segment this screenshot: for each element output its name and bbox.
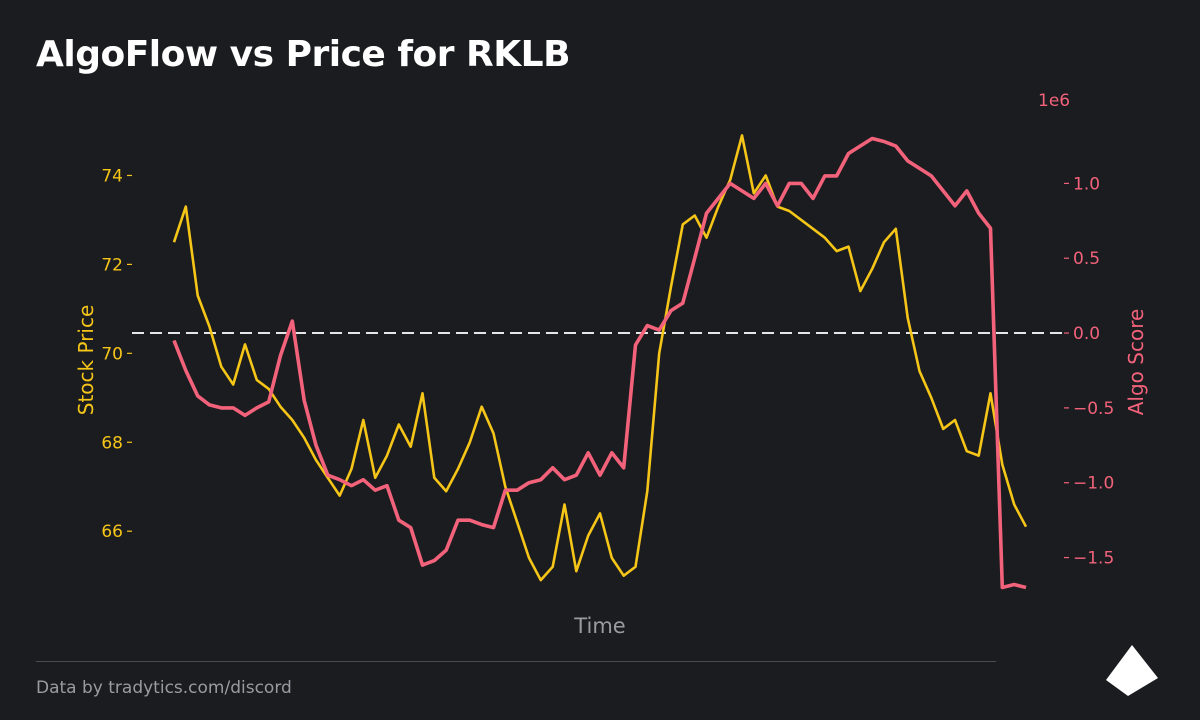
tradytics-logo-icon — [1106, 645, 1158, 696]
algo-score-series-line — [172, 136, 1027, 590]
left-axis-tick-label: 72 — [101, 255, 123, 275]
x-axis-label: Time — [573, 614, 625, 638]
left-axis-tick-label: 74 — [101, 166, 123, 186]
chart-title: AlgoFlow vs Price for RKLB — [36, 34, 571, 75]
right-axis-tick-label: −1.5 — [1073, 549, 1114, 569]
left-axis-label: Stock Price — [74, 305, 98, 416]
footer-credit: Data by tradytics.com/discord — [36, 678, 292, 698]
right-axis-tick-label: −0.5 — [1073, 399, 1114, 419]
left-axis-tick-label: 66 — [101, 522, 123, 542]
left-axis: 74 72 70 68 66 — [101, 166, 132, 542]
right-axis: 1.0 0.5 0.0 −0.5 −1.0 −1.5 — [1064, 174, 1114, 569]
stock-price-series-line — [172, 134, 1028, 582]
right-axis-tick-label: 0.5 — [1073, 249, 1100, 269]
left-axis-tick-label: 70 — [101, 344, 123, 364]
right-axis-tick-label: −1.0 — [1073, 474, 1114, 494]
right-axis-tick-label: 0.0 — [1073, 324, 1100, 344]
footer-divider — [36, 661, 996, 662]
left-axis-tick-label: 68 — [101, 433, 123, 453]
right-axis-tick-label: 1.0 — [1073, 174, 1100, 194]
right-axis-label: Algo Score — [1124, 309, 1148, 416]
right-axis-multiplier: 1e6 — [1038, 91, 1070, 111]
